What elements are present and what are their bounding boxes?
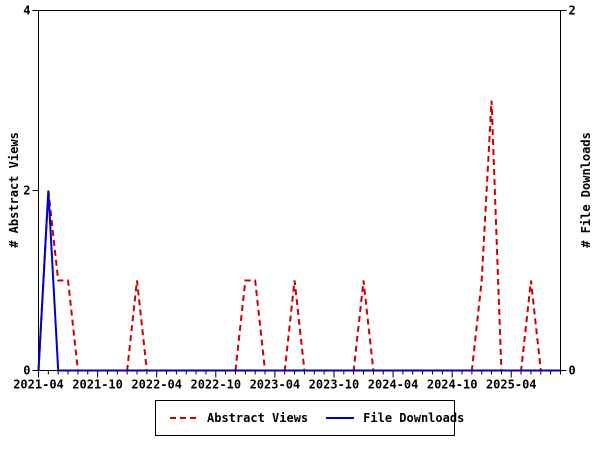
right-axis-title: # File Downloads <box>579 132 593 248</box>
svg-text:2024-04: 2024-04 <box>368 378 419 392</box>
chart-legend: Abstract Views File Downloads <box>155 400 464 436</box>
legend-entry-file-downloads: File Downloads <box>326 411 464 425</box>
left-axis-title: # Abstract Views <box>7 132 21 248</box>
svg-text:0: 0 <box>23 364 30 378</box>
svg-text:2021-10: 2021-10 <box>72 378 123 392</box>
svg-text:2022-04: 2022-04 <box>131 378 182 392</box>
legend-entry-abstract-views: Abstract Views <box>170 411 308 425</box>
svg-text:2: 2 <box>23 184 30 198</box>
svg-text:2025-04: 2025-04 <box>486 378 537 392</box>
legend-label-file-downloads: File Downloads <box>363 411 465 425</box>
abstract-views-line-sample <box>170 417 198 419</box>
svg-text:4: 4 <box>23 4 30 18</box>
svg-text:2021-04: 2021-04 <box>13 378 64 392</box>
svg-text:2024-10: 2024-10 <box>427 378 478 392</box>
svg-text:0: 0 <box>569 364 576 378</box>
legend-label-abstract-views: Abstract Views <box>207 411 309 425</box>
svg-text:2: 2 <box>569 4 576 18</box>
svg-text:2023-04: 2023-04 <box>250 378 301 392</box>
svg-text:2022-10: 2022-10 <box>190 378 241 392</box>
svg-text:2023-10: 2023-10 <box>309 378 360 392</box>
file-downloads-line-sample <box>326 417 355 419</box>
